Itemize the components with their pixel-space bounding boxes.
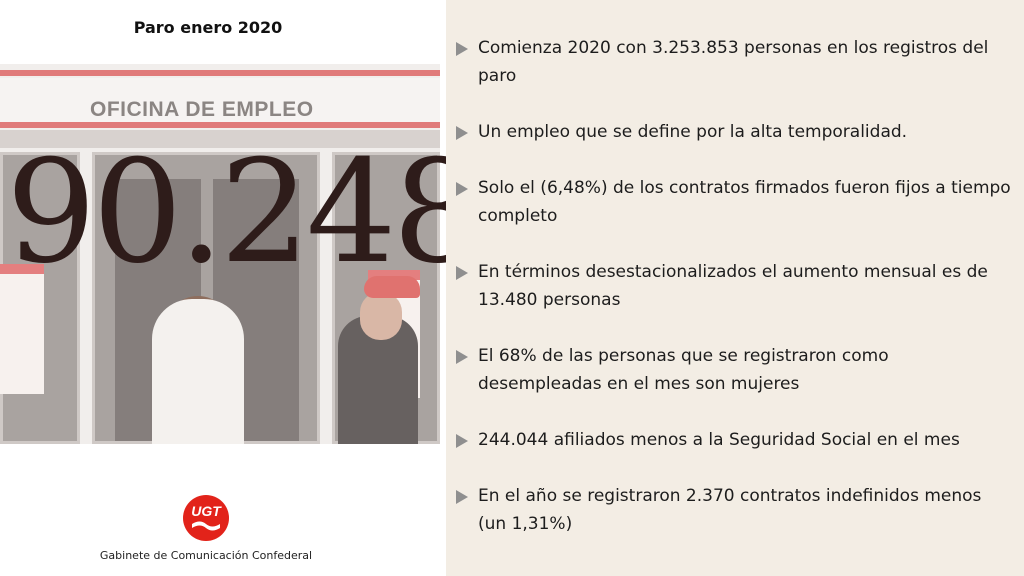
triangle-bullet-icon: [456, 490, 468, 504]
list-item: Un empleo que se define por la alta temp…: [456, 118, 1012, 146]
triangle-bullet-icon: [456, 42, 468, 56]
list-item: Solo el (6,48%) de los contratos firmado…: [456, 174, 1012, 230]
key-facts-list: Comienza 2020 con 3.253.853 personas en …: [456, 34, 1012, 538]
list-item-text: En términos desestacionalizados el aumen…: [478, 262, 988, 310]
highlight-number: 90.248: [6, 130, 483, 295]
office-sign-banner: OFICINA DE EMPLEO: [0, 78, 440, 122]
triangle-bullet-icon: [456, 266, 468, 280]
door-lintel: [0, 130, 440, 148]
ugt-logo-text: UGT: [191, 503, 222, 519]
triangle-bullet-icon: [456, 350, 468, 364]
list-item: Comienza 2020 con 3.253.853 personas en …: [456, 34, 1012, 90]
list-item: El 68% de las personas que se registraro…: [456, 342, 1012, 398]
left-poster: [0, 264, 44, 394]
triangle-bullet-icon: [456, 126, 468, 140]
list-item-text: En el año se registraron 2.370 contratos…: [478, 486, 982, 534]
list-item: 244.044 afiliados menos a la Seguridad S…: [456, 426, 1012, 454]
triangle-bullet-icon: [456, 182, 468, 196]
office-sign-text: OFICINA DE EMPLEO: [90, 98, 314, 121]
right-panel: [446, 0, 1024, 576]
left-panel: Paro enero 2020 OFICINA DE EMPLEO 90.248…: [0, 0, 483, 576]
man-head: [360, 292, 402, 340]
list-item-text: Un empleo que se define por la alta temp…: [478, 122, 908, 142]
list-item-text: 244.044 afiliados menos a la Seguridad S…: [478, 430, 960, 450]
list-item: En el año se registraron 2.370 contratos…: [456, 482, 1012, 538]
photo-stripe-bottom: [0, 122, 440, 128]
woman-figure: [152, 299, 244, 444]
list-item-text: Solo el (6,48%) de los contratos firmado…: [478, 178, 1011, 226]
photo-stripe-top: [0, 70, 440, 76]
page-title: Paro enero 2020: [133, 18, 283, 37]
ugt-logo: UGT: [183, 495, 229, 541]
list-item-text: El 68% de las personas que se registraro…: [478, 346, 889, 394]
footer-credit: Gabinete de Comunicación Confederal: [99, 549, 313, 562]
list-item: En términos desestacionalizados el aumen…: [456, 258, 1012, 314]
employment-office-photo: OFICINA DE EMPLEO: [0, 64, 440, 444]
list-item-text: Comienza 2020 con 3.253.853 personas en …: [478, 38, 989, 86]
man-cap: [364, 276, 420, 298]
triangle-bullet-icon: [456, 434, 468, 448]
